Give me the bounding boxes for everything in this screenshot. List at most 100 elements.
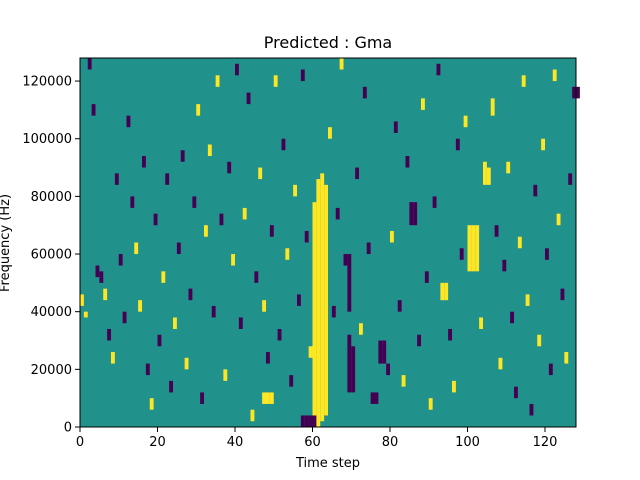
heatmap-cell: [304, 415, 309, 427]
heatmap-cell: [517, 236, 522, 249]
heatmap-cell: [246, 92, 251, 105]
heatmap-cell: [204, 225, 208, 237]
heatmap-cell: [568, 173, 573, 185]
heatmap-cell: [324, 184, 329, 416]
heatmap-cell: [149, 398, 154, 410]
heatmap-cell: [111, 352, 115, 364]
heatmap-cell: [459, 248, 464, 260]
heatmap-cell: [560, 288, 565, 301]
heatmap-cell: [421, 98, 425, 110]
heatmap-cell: [355, 167, 360, 180]
heatmap-cell: [227, 161, 232, 174]
heatmap-cell: [448, 328, 453, 341]
heatmap-cell: [432, 196, 437, 208]
plot-frame: [79, 57, 577, 428]
y-tick-label: 0: [64, 421, 72, 436]
heatmap-cell: [273, 75, 278, 87]
x-tick-label: 20: [149, 435, 166, 450]
heatmap-cell: [351, 346, 356, 393]
heatmap-cell: [304, 230, 309, 243]
heatmap-cell: [374, 392, 379, 404]
heatmap-cell: [312, 202, 317, 427]
heatmap-cell: [320, 173, 325, 422]
heatmap-cell: [266, 392, 270, 404]
heatmap-cell: [262, 300, 267, 312]
heatmap-cell: [359, 323, 363, 335]
heatmap-cell: [192, 196, 197, 208]
heatmap-cell: [188, 288, 193, 301]
heatmap-cell: [293, 184, 298, 197]
heatmap-cell: [514, 386, 518, 399]
heatmap-cell: [370, 392, 375, 404]
heatmap-cell: [409, 202, 414, 226]
heatmap-cell: [211, 305, 216, 318]
heatmap-cell: [231, 254, 236, 266]
heatmap-cell: [564, 352, 569, 364]
heatmap-cell: [347, 254, 352, 312]
heatmap-cell: [393, 121, 398, 133]
heatmap-cell: [254, 271, 259, 283]
y-tick-label: 40000: [31, 305, 72, 320]
heatmap-cell: [479, 317, 484, 329]
heatmap-cell: [103, 288, 108, 301]
heatmap-cell: [490, 98, 495, 116]
heatmap-cell: [285, 248, 290, 260]
heatmap-cell: [455, 138, 460, 151]
heatmap-cell: [196, 104, 201, 116]
heatmap-cell: [95, 265, 100, 278]
heatmap-cell: [545, 248, 549, 260]
plot-area: [79, 57, 580, 428]
heatmap-cell: [277, 328, 282, 341]
heatmap-cell: [506, 161, 511, 174]
heatmap-cell: [552, 69, 557, 82]
heatmap-cell: [165, 173, 170, 185]
heatmap-cell: [444, 282, 449, 301]
heatmap-cell: [269, 392, 274, 404]
heatmap-cell: [142, 156, 146, 168]
heatmap-cell: [498, 357, 503, 370]
heatmap-cell: [180, 150, 185, 162]
x-tick-label: 100: [455, 435, 480, 450]
heatmap-cell: [541, 138, 546, 151]
heatmap-cell: [87, 58, 92, 70]
heatmap-cell: [134, 242, 139, 255]
heatmap-cell: [99, 271, 104, 283]
heatmap-cell: [145, 363, 150, 376]
heatmap-cell: [339, 58, 344, 70]
heatmap-cell: [331, 305, 336, 318]
heatmap-cell: [475, 225, 480, 272]
heatmap-cell: [467, 225, 472, 272]
heatmap-cell: [440, 282, 445, 301]
heatmap-cell: [494, 225, 499, 237]
heatmap-cell: [382, 340, 387, 364]
heatmap-cell: [238, 317, 243, 329]
heatmap-cell: [405, 156, 410, 168]
y-tick-label: 20000: [31, 363, 72, 378]
x-tick-label: 40: [227, 435, 244, 450]
heatmap-cell: [161, 271, 166, 283]
heatmap-cell: [114, 173, 119, 185]
heatmap-cell: [537, 334, 542, 347]
heatmap-cell: [138, 300, 143, 312]
x-axis: 0 20 40 60 80 100 120: [76, 427, 557, 450]
heatmap-cell: [424, 271, 429, 283]
chart-title: Predicted : Gma: [264, 33, 392, 52]
heatmap-cell: [207, 144, 212, 157]
heatmap-cell: [297, 294, 301, 306]
heatmap-cell: [386, 363, 391, 376]
heatmap-cell: [157, 334, 162, 347]
x-tick-label: 0: [76, 435, 84, 450]
heatmap-cell: [397, 300, 402, 312]
heatmap-cell: [153, 213, 158, 226]
heatmap-cell: [269, 225, 274, 237]
y-axis-label: Frequency (Hz): [0, 194, 13, 292]
heatmap-cell: [83, 311, 88, 318]
y-axis: 0 20000 40000 60000 80000 100000 120000: [22, 75, 80, 436]
heatmap-cell: [300, 69, 305, 82]
heatmap-cell: [525, 294, 530, 306]
heatmap-cell: [486, 167, 491, 185]
heatmap-cell: [452, 380, 456, 393]
heatmap-cell: [316, 179, 321, 427]
heatmap-cell: [343, 254, 348, 266]
